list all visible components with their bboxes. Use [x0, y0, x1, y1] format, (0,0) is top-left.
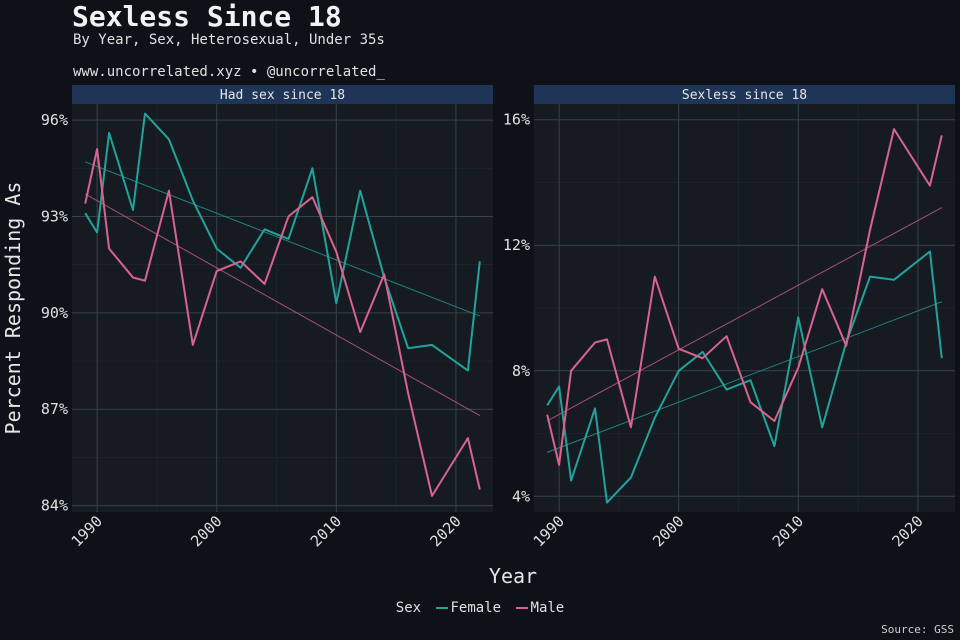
panel-1-y-tick-label: 84%: [41, 497, 68, 515]
panel-2-strip: [534, 85, 955, 104]
legend-key-female: [435, 607, 448, 609]
panel-2-y-tick-label: 4%: [512, 487, 530, 505]
panel-1-y-tick-label: 90%: [41, 304, 68, 322]
legend-label-male: Male: [530, 600, 565, 616]
panel-1-trend-female: [84, 161, 481, 317]
panel-1-x-tick-label: 2020: [426, 512, 464, 550]
panel-2-trend-male: [546, 207, 943, 422]
panel-2-x-tick-label: 2000: [649, 512, 687, 550]
panel-1-title: Had sex since 18: [220, 88, 345, 103]
panel-1-background: [72, 104, 493, 512]
panel-2-x-tick-label: 2010: [769, 512, 807, 550]
panel-1-y-tick-label: 93%: [41, 207, 68, 225]
panel-1-x-tick-label: 1990: [68, 512, 106, 550]
source-note: Source: GSS: [881, 623, 954, 636]
panel-2-y-tick-label: 12%: [503, 236, 530, 254]
x-axis-title: Year: [489, 564, 537, 588]
panel-2-title: Sexless since 18: [682, 88, 807, 103]
legend: Sex Female Male: [0, 600, 960, 616]
panel-1-y-tick-label: 87%: [41, 400, 68, 418]
chart-title: Sexless Since 18: [72, 0, 342, 33]
panel-2-y-tick-label: 8%: [512, 362, 530, 380]
legend-key-male: [515, 607, 528, 609]
y-axis-title: Percent Responding As: [1, 182, 25, 435]
panel-1-x-tick-label: 2000: [187, 512, 225, 550]
legend-label-female: Female: [450, 600, 502, 616]
panel-1-strip: [72, 85, 493, 104]
chart-subtitle: By Year, Sex, Heterosexual, Under 35s: [73, 32, 385, 48]
panel-2-x-tick-label: 1990: [530, 512, 568, 550]
panel-2-y-tick-label: 16%: [503, 111, 530, 129]
panel-2-trend-female: [546, 301, 943, 453]
panel-1-series-female: [84, 112, 481, 372]
panel-2-x-tick-label: 2020: [888, 512, 926, 550]
panel-1-series-male: [84, 148, 481, 497]
panel-1-trend-male: [84, 193, 481, 417]
panel-1-x-tick-label: 2010: [307, 512, 345, 550]
panel-2-series-male: [546, 128, 943, 466]
chart-caption: www.uncorrelated.xyz • @uncorrelated_: [73, 64, 385, 80]
legend-title: Sex: [395, 600, 422, 616]
panel-2-series-female: [546, 250, 943, 504]
panel-1-y-tick-label: 96%: [41, 111, 68, 129]
